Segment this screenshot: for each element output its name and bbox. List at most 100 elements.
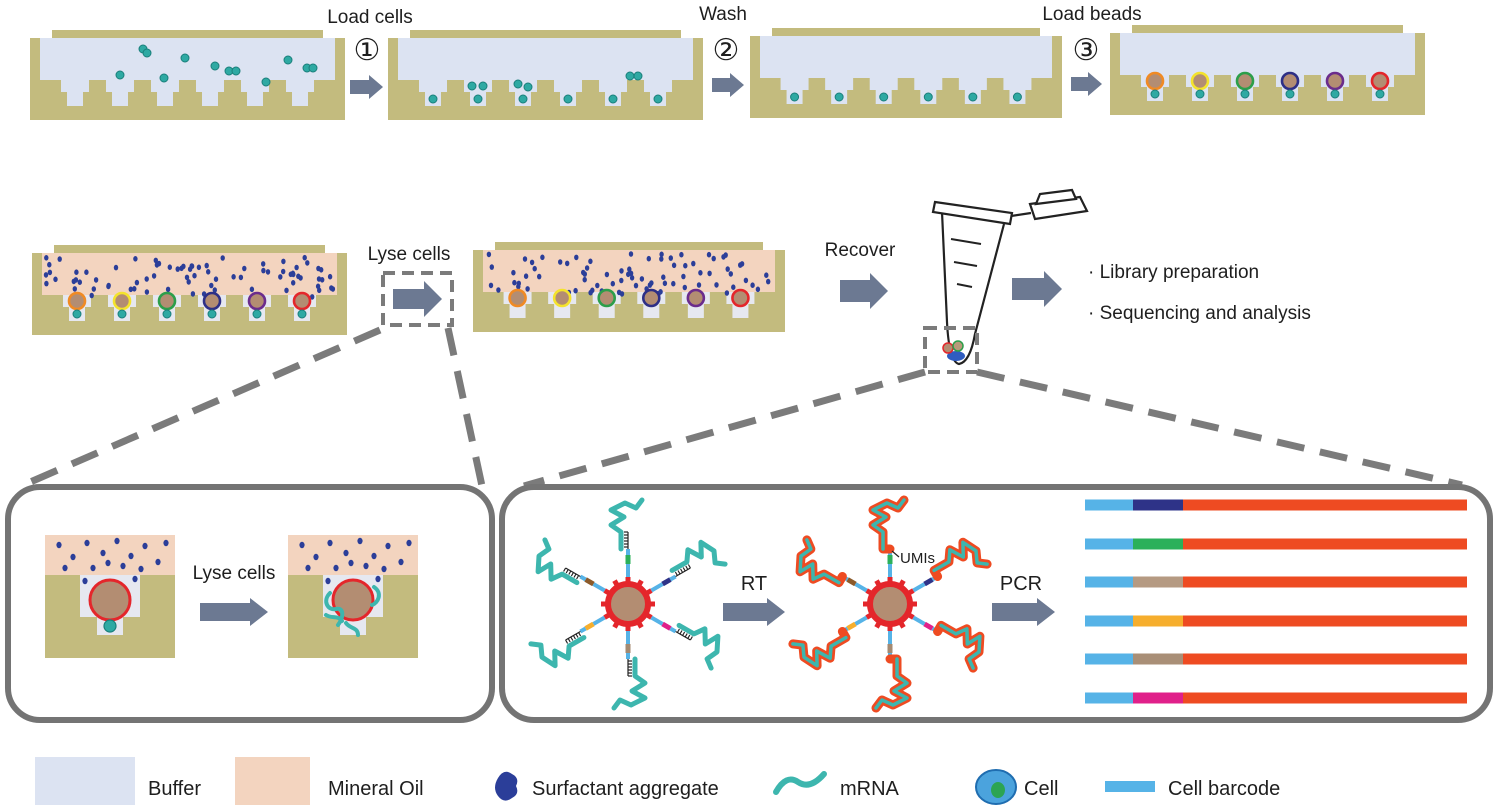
surfactant-aggregate	[766, 278, 771, 285]
chip-lid	[495, 242, 763, 250]
umi-leader-line	[891, 550, 900, 558]
surfactant-aggregate	[310, 294, 315, 300]
chip-lid	[772, 28, 1040, 36]
barcoded-bead	[67, 291, 87, 311]
arrow-pcr	[992, 598, 1055, 626]
surfactant-aggregate	[516, 280, 521, 287]
surfactant-aggregate	[574, 254, 579, 261]
surfactant-aggregate	[305, 564, 311, 572]
surfactant-aggregate	[647, 282, 653, 288]
tube-rim	[931, 200, 1014, 226]
surfactant-aggregate	[44, 280, 49, 287]
surfactant-aggregate	[294, 264, 299, 271]
barcoded-bead	[247, 291, 267, 311]
surfactant-aggregate	[595, 282, 600, 289]
surfactant-aggregate	[668, 255, 673, 261]
cell	[563, 94, 573, 104]
mrna-strand	[874, 657, 909, 710]
surfactant-aggregate	[604, 271, 610, 278]
cell	[478, 81, 488, 91]
mrna-icon	[773, 771, 827, 795]
surfactant-aggregate	[84, 539, 90, 547]
inset-label-pcr: PCR	[1000, 573, 1042, 595]
cell	[633, 71, 643, 81]
surfactant-aggregate	[661, 274, 666, 281]
cell-icon	[975, 769, 1017, 805]
poly-t-tick	[575, 633, 579, 638]
microwell-base	[157, 92, 173, 106]
surfactant-aggregate	[47, 261, 52, 268]
cell-barcode-segment	[592, 582, 606, 593]
surfactant-aggregate	[327, 273, 333, 280]
cell	[252, 309, 262, 319]
surfactant-aggregate	[489, 264, 494, 270]
mrna-strand	[939, 623, 982, 670]
chip-chamber	[42, 253, 337, 295]
step-number-1: ①	[354, 33, 381, 68]
surfactant-aggregate	[743, 277, 749, 284]
cell	[297, 309, 307, 319]
cell	[207, 309, 217, 319]
cell	[518, 94, 528, 104]
surfactant-aggregate	[47, 269, 53, 276]
chip-washed	[750, 28, 1062, 118]
surfactant-aggregate	[698, 270, 703, 276]
surfactant-aggregate	[56, 541, 62, 549]
surfactant-aggregate	[238, 274, 244, 281]
cdna-segment	[1183, 576, 1467, 588]
cell	[1012, 92, 1022, 102]
microwell	[196, 80, 224, 92]
microwell	[644, 80, 672, 92]
cell	[513, 79, 523, 89]
downstream-sequencing-analysis: · Sequencing and analysis	[1088, 303, 1311, 324]
umi-segment	[579, 574, 587, 582]
arrow-rt	[723, 598, 785, 626]
cell	[653, 94, 663, 104]
surfactant-aggregate	[488, 282, 494, 289]
mrna-strand	[611, 656, 648, 711]
surfactant-aggregate	[616, 289, 622, 296]
barcoded-bead	[508, 288, 527, 308]
surfactant-aggregate	[296, 273, 301, 280]
cell-barcode-segment	[1085, 576, 1133, 588]
cell	[231, 66, 241, 76]
barcode-sequence	[661, 621, 672, 631]
barcoded-bead	[597, 288, 617, 308]
surfactant-aggregate	[714, 282, 719, 288]
poly-t-tick	[567, 638, 571, 643]
surfactant-aggregate	[186, 279, 191, 285]
arrow-inset-lyse	[200, 598, 268, 626]
surfactant-aggregate	[73, 277, 79, 283]
surfactant-aggregate	[70, 553, 76, 561]
cdna-segment	[1183, 615, 1467, 627]
cell	[283, 55, 293, 65]
mrna-strand	[798, 538, 841, 585]
cell	[1150, 89, 1160, 99]
amplified-library-molecule	[1085, 576, 1467, 588]
surfactant-aggregate	[320, 277, 325, 283]
surfactant-aggregate	[153, 257, 158, 264]
surfactant-aggregate	[725, 266, 730, 272]
surfactant-aggregate	[363, 562, 369, 570]
barcode-sequence	[846, 621, 857, 631]
surfactant-aggregate	[537, 273, 542, 280]
poly-t-tick	[682, 567, 686, 572]
microwell-base	[247, 92, 263, 106]
surfactant-aggregate	[496, 287, 501, 293]
surfactant-aggregate	[133, 255, 138, 262]
zoom-line	[26, 326, 382, 487]
poly-t-tick	[677, 570, 681, 575]
surfactant-aggregate	[679, 251, 684, 258]
cell	[1285, 89, 1295, 99]
barcode-sequence	[584, 621, 595, 631]
surfactant-aggregate	[573, 287, 578, 294]
surfactant-aggregate	[525, 286, 530, 292]
chip-oil-sealed	[32, 245, 347, 335]
surfactant-aggregate	[189, 263, 195, 270]
surfactant-aggregate	[249, 286, 255, 293]
cell	[625, 71, 635, 81]
chip-cells-settled	[388, 30, 703, 120]
legend	[35, 757, 1155, 805]
step-label-lyse-cells: Lyse cells	[368, 244, 451, 265]
surfactant-aggregate	[406, 539, 412, 547]
